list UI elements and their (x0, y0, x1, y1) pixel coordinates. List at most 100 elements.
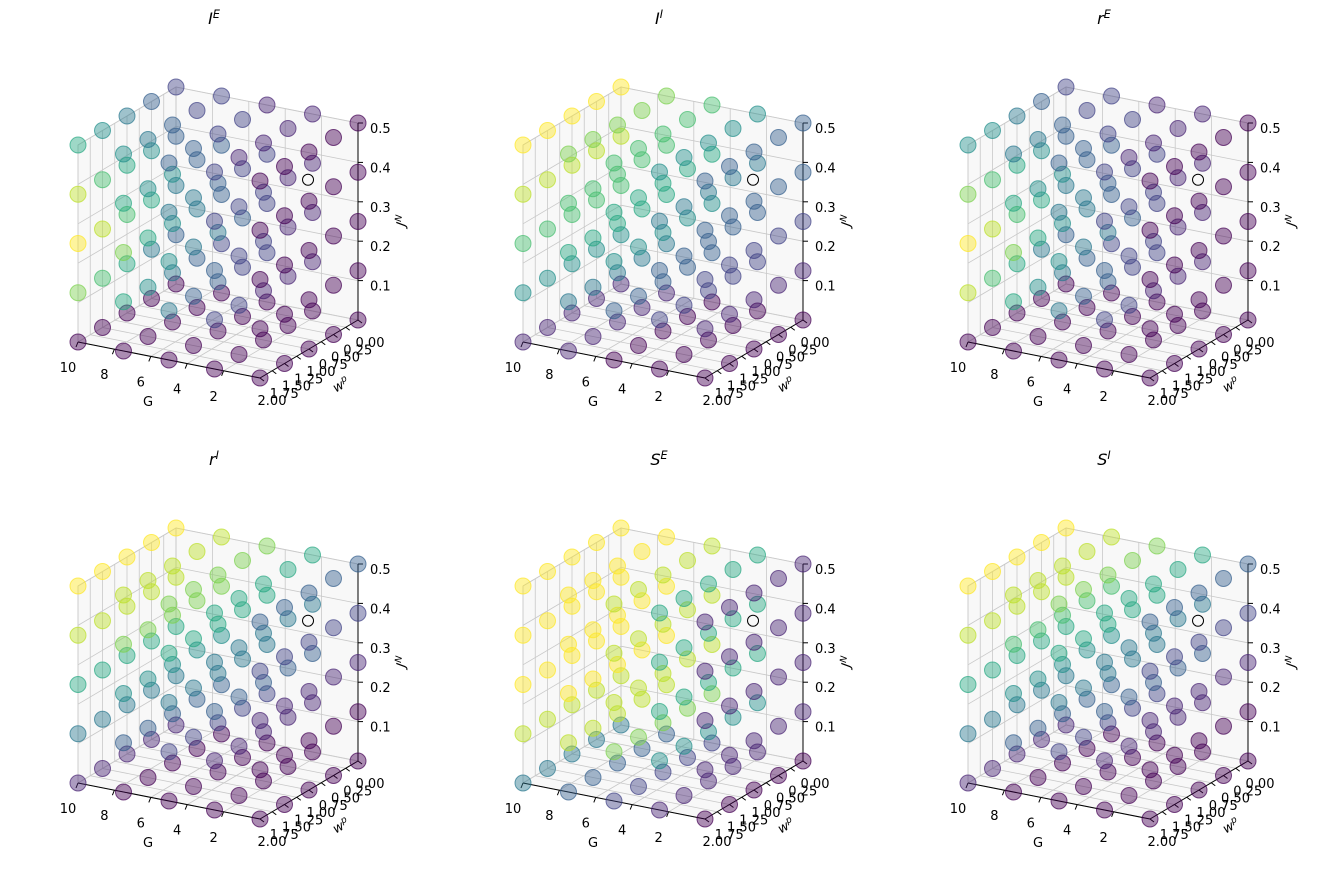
point (304, 154, 321, 172)
x-tick-label: 8 (100, 368, 108, 383)
y-tick-label: 0.50 (331, 351, 360, 366)
point (1008, 255, 1026, 273)
point (584, 278, 602, 296)
point (115, 685, 132, 702)
point (143, 290, 160, 307)
point (115, 586, 132, 604)
grid-line (522, 606, 622, 666)
grid-line (1065, 645, 1249, 683)
y-tick-label: 2.00 (1148, 394, 1177, 409)
point (745, 192, 763, 210)
point (255, 134, 272, 152)
x-tick-label: 10 (950, 802, 967, 817)
x-tick-label: 2 (654, 831, 662, 846)
point (115, 783, 132, 801)
point (794, 752, 812, 770)
point (1054, 606, 1071, 624)
point (167, 568, 185, 586)
point (1215, 178, 1232, 196)
grid-line (175, 724, 359, 762)
y-tick-label: 0.00 (801, 336, 830, 351)
point (234, 699, 251, 717)
point (209, 763, 227, 781)
tick-mark (1074, 363, 1078, 369)
point (745, 781, 763, 799)
point (984, 563, 1001, 580)
subplot: 2 4 6 8 10 0.000.250.500.751.001.251.501.752.… (950, 449, 1300, 852)
point (1075, 140, 1092, 157)
point (770, 129, 787, 146)
grid-line (547, 768, 730, 805)
point (959, 577, 977, 595)
point (115, 734, 132, 752)
point (94, 563, 111, 580)
tick-mark (1161, 811, 1167, 816)
point (258, 244, 276, 262)
point (1078, 592, 1096, 610)
point (304, 546, 321, 564)
point (276, 599, 293, 616)
point (1124, 258, 1141, 276)
point (349, 213, 367, 230)
point (1145, 674, 1162, 691)
point (703, 685, 721, 703)
point (1054, 557, 1071, 575)
point (1148, 586, 1166, 604)
z-tick-label: 0.4 (1260, 602, 1281, 617)
point (539, 760, 556, 777)
point (94, 269, 111, 287)
point (1033, 681, 1050, 699)
point (609, 313, 626, 331)
point (605, 595, 623, 613)
point (1103, 528, 1120, 546)
point (563, 206, 581, 223)
y-axis-line (1149, 760, 1249, 820)
point (206, 653, 223, 671)
grid-line (571, 753, 755, 791)
point (1050, 351, 1068, 369)
grid-line (584, 746, 767, 784)
point (539, 171, 556, 189)
subplot-title: rE (1097, 8, 1112, 29)
point (1239, 213, 1257, 230)
point (1103, 577, 1120, 595)
x-axis-line (967, 782, 1151, 820)
y-tick-label: 1.75 (1160, 387, 1189, 402)
point (206, 163, 223, 181)
point (609, 165, 626, 183)
point (188, 592, 206, 610)
point (1141, 662, 1159, 680)
subplot-title: SI (1097, 449, 1110, 470)
grid-line (992, 327, 1175, 364)
point (188, 102, 206, 119)
point (749, 204, 766, 221)
point (651, 801, 668, 819)
point (139, 670, 157, 688)
point (139, 278, 157, 296)
x-tick-label: 2 (209, 831, 217, 846)
point (1029, 572, 1047, 589)
subplot: 2 4 6 8 10 0.000.250.500.751.001.251.501.752.… (950, 8, 1300, 411)
point (1005, 734, 1022, 752)
y-tick-label: 0.00 (356, 777, 385, 792)
point (1033, 142, 1050, 160)
z-tick-label: 0.5 (370, 122, 391, 137)
tick-mark (320, 782, 326, 787)
point (164, 165, 181, 183)
tick-mark (75, 341, 79, 348)
point (279, 120, 297, 137)
point (514, 284, 532, 302)
point (1141, 712, 1159, 729)
point (1120, 590, 1138, 607)
point (539, 612, 556, 630)
grid-line (1065, 527, 1249, 565)
point (209, 224, 227, 241)
point (1099, 714, 1117, 732)
grid-line (620, 567, 804, 604)
point (584, 229, 602, 247)
point (230, 787, 248, 804)
point (749, 302, 766, 320)
point (514, 577, 532, 595)
point (1075, 238, 1092, 256)
point (115, 635, 132, 653)
